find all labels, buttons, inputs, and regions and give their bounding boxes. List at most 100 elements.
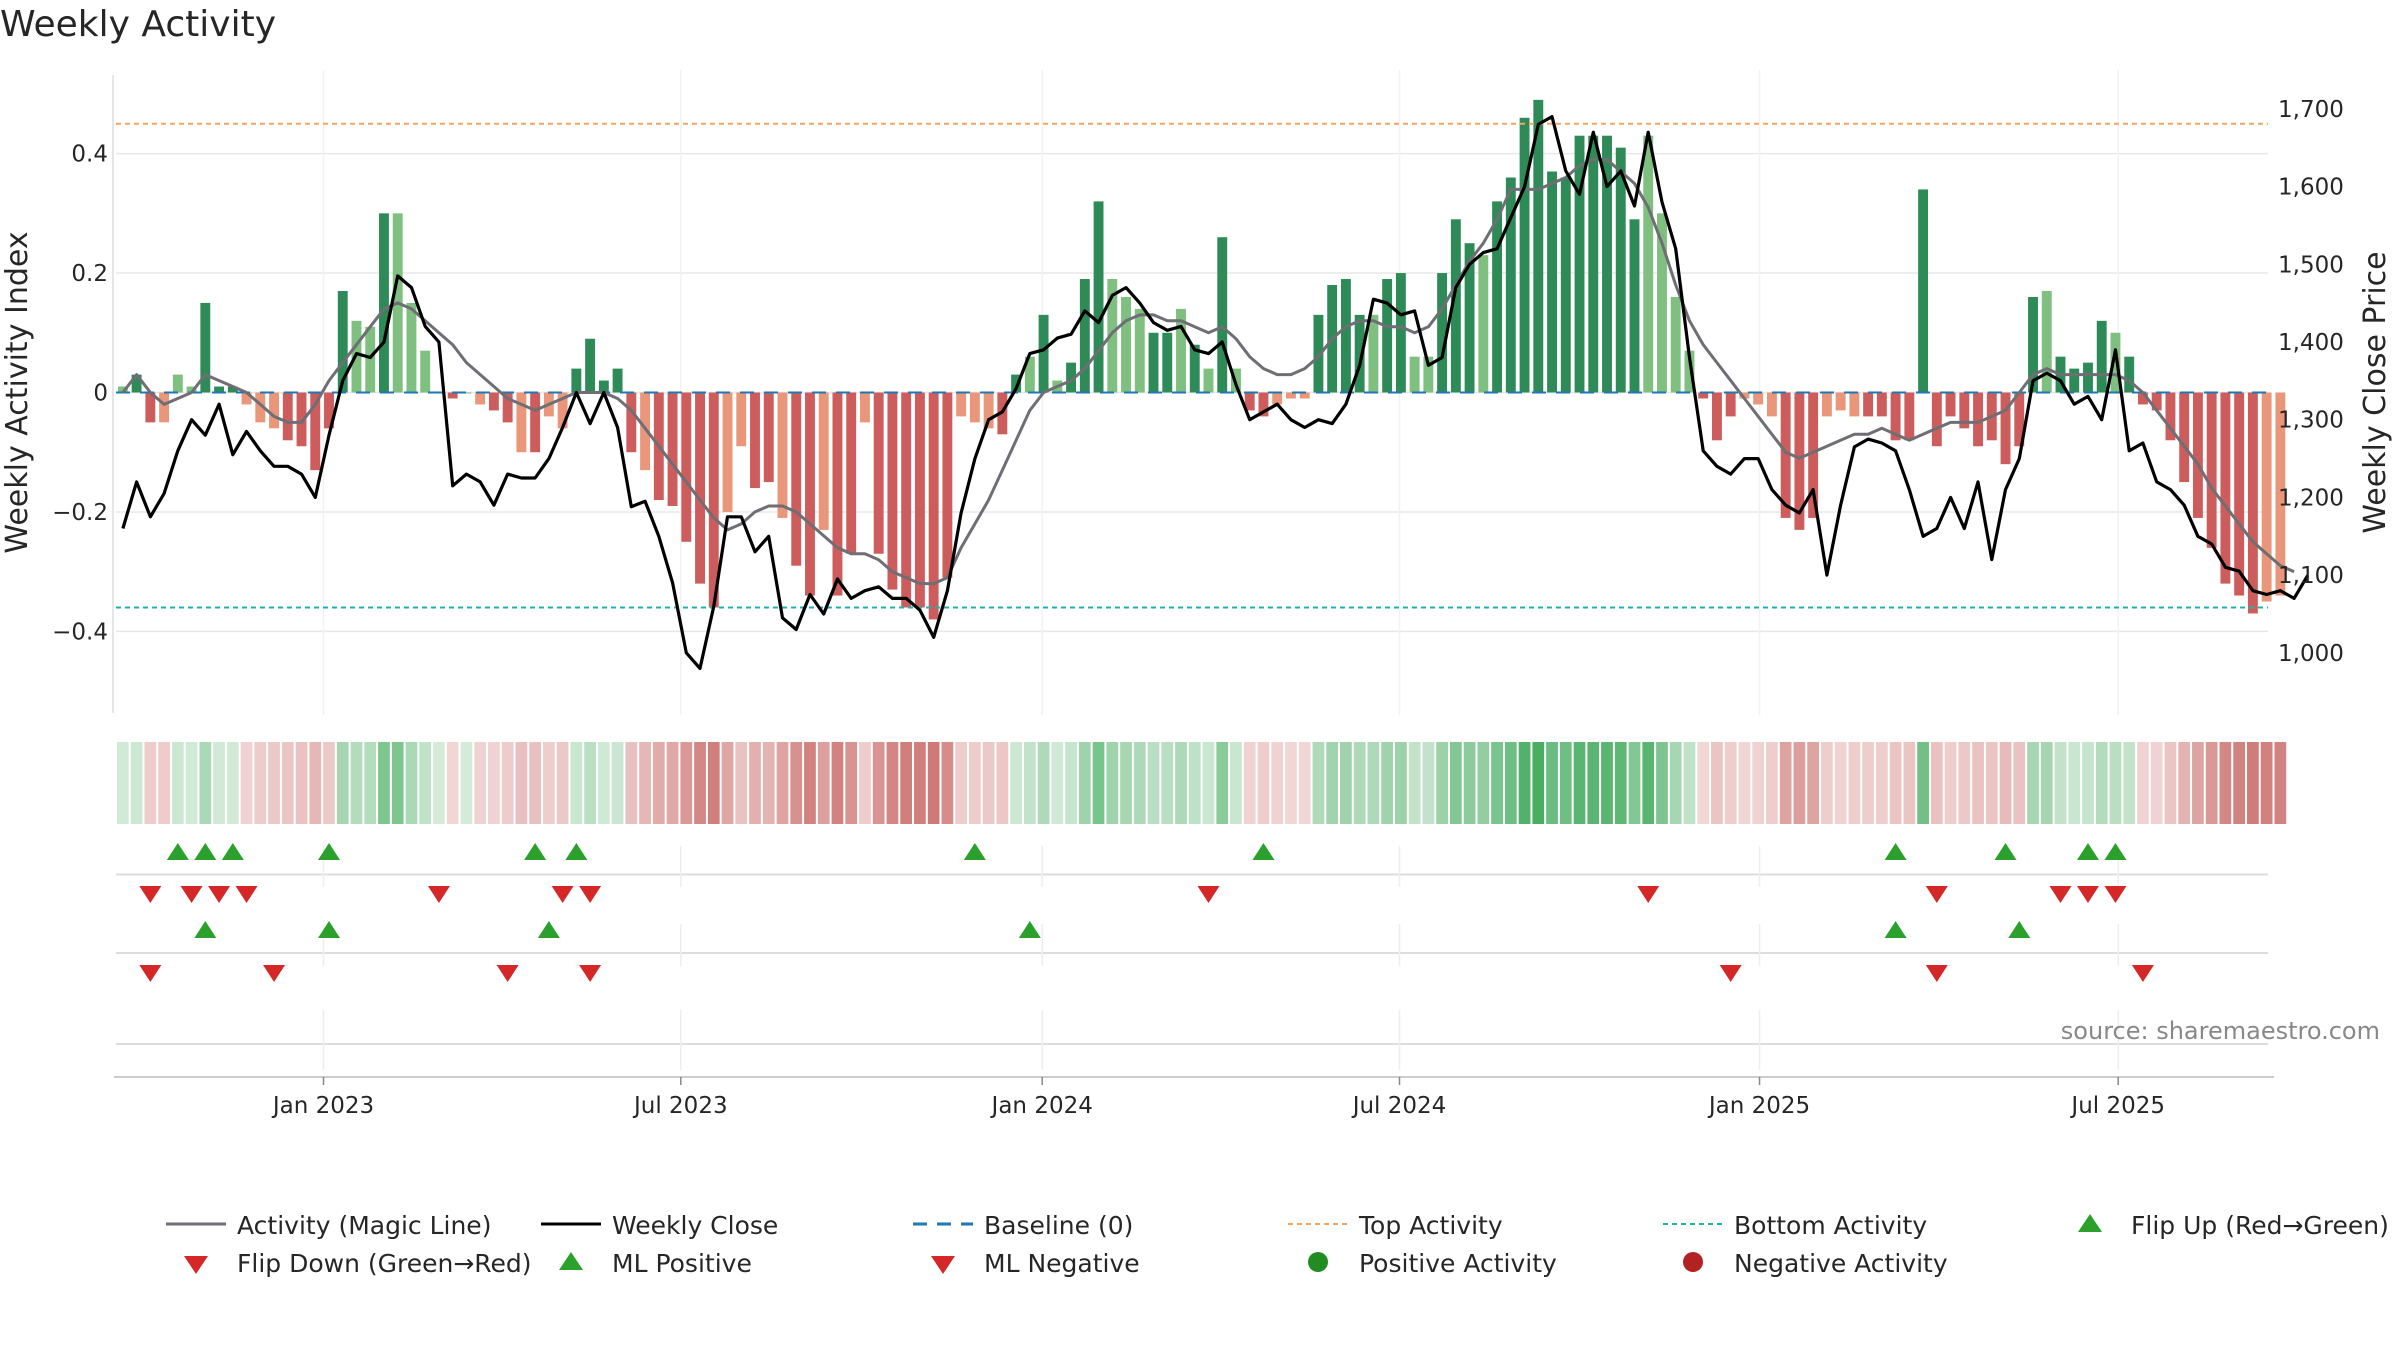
activity-bar-negative [282,392,293,441]
heat-cell [762,742,775,824]
heat-cell [1092,742,1105,824]
activity-bar-positive [1217,237,1228,393]
heat-cell [570,742,583,824]
activity-bar-positive [1079,279,1090,393]
heat-cell [1807,742,1820,824]
activity-bar-positive [1011,374,1022,393]
heat-cell [226,742,239,824]
activity-bar-positive [1340,279,1351,393]
activity-bar-negative [2234,392,2245,596]
legend-label: ML Negative [984,1249,1140,1278]
activity-bar-negative [241,392,252,405]
activity-bar-positive [379,213,389,393]
heat-cell [2109,742,2122,824]
activity-bar-negative [722,392,733,512]
flip-signal-up-marker [1884,843,1907,860]
right-tick-label: 1,300 [2278,408,2344,434]
activity-bar-negative [310,392,321,471]
heat-cell [1669,742,1682,824]
magic-line-series [121,158,2295,586]
activity-bar-negative [159,392,170,423]
flip-signal-up-marker [166,843,189,860]
heat-cell [2013,742,2026,824]
heat-cell [1436,742,1448,824]
flip-signal-up-marker [1994,843,2017,860]
x-tick-label: Jan 2024 [990,1093,1093,1119]
heat-cell [845,742,858,824]
heat-cell [213,742,225,824]
activity-bar-positive [1574,135,1585,393]
heat-cell [666,742,679,824]
activity-bar-positive [1368,314,1379,393]
flip-signal-down-marker [427,886,450,903]
heat-cell [488,742,500,824]
activity-bar-positive [337,290,348,393]
ml-signal-up-marker [1018,921,1041,938]
heat-cell [240,742,253,824]
heat-cell [1326,742,1339,824]
heat-cell [2219,742,2232,824]
activity-bar-negative [1272,392,1283,405]
heat-cell [886,742,899,824]
heat-cell [1285,742,1297,824]
activity-bar-negative [2000,392,2011,465]
flip-signal-down-marker [1197,886,1220,903]
heat-cell [1917,742,1929,824]
signal-rows [116,843,2268,1070]
ml-signal-up-marker [194,921,217,938]
activity-bar-positive [186,386,197,393]
heat-cell [1120,742,1132,824]
ml-signal-down-marker [1719,965,1742,982]
activity-bar-positive [612,368,623,393]
heat-cell [1449,742,1462,824]
flip-signal-up-marker [963,843,986,860]
heat-cell [460,742,473,824]
right-tick-label: 1,200 [2278,485,2344,511]
ml-signal-down-marker [579,965,602,982]
heat-cell [2233,742,2246,824]
heat-cell [1408,742,1421,824]
heat-cell [1381,742,1394,824]
heat-cell [1738,742,1751,824]
heat-cell [1834,742,1847,824]
heat-cell [941,742,954,824]
flip-signal-down-marker [2049,886,2072,903]
activity-bar-positive [1313,314,1324,393]
heat-cell [2137,742,2149,824]
activity-bar-negative [502,392,513,423]
heat-cell [625,742,638,824]
heat-cell [955,742,968,824]
activity-bar-negative [1959,392,1970,429]
series-lines [121,114,2310,671]
reference-lines [116,122,2268,609]
heat-cell [1642,742,1655,824]
heat-cell [1848,742,1861,824]
heat-cell [1766,742,1778,824]
flip-signal-down-marker [1925,886,1948,903]
heat-cell [391,742,404,824]
activity-bar-positive [1533,99,1544,393]
flip-signal-up-marker [221,843,244,860]
axes: 0.4 0.2 0 −0.2 −0.4 1,700 1,600 1,500 1,400 1,300… [0,75,2393,713]
activity-bar-positive [1629,219,1640,393]
heat-cell [268,742,280,824]
heat-cell [2150,742,2163,824]
activity-bar-negative [1766,392,1777,417]
activity-bar-negative [681,392,692,542]
activity-bar-negative [1299,392,1310,399]
activity-bar-negative [2206,392,2217,548]
heat-cell [1078,742,1091,824]
heat-cell [1601,742,1613,824]
legend-label: Weekly Close [612,1211,778,1240]
heat-cell [1243,742,1256,824]
heat-cell [144,742,157,824]
activity-bar-negative [1931,392,1942,447]
activity-bar-positive [1547,171,1557,393]
heat-cell [2082,742,2094,824]
activity-bar-negative [255,392,266,423]
right-tick-label: 1,500 [2278,252,2344,278]
heat-cell [405,742,418,824]
heat-cell [543,742,555,824]
ml-signal-down-marker [263,965,286,982]
activity-bar-positive [585,338,596,393]
